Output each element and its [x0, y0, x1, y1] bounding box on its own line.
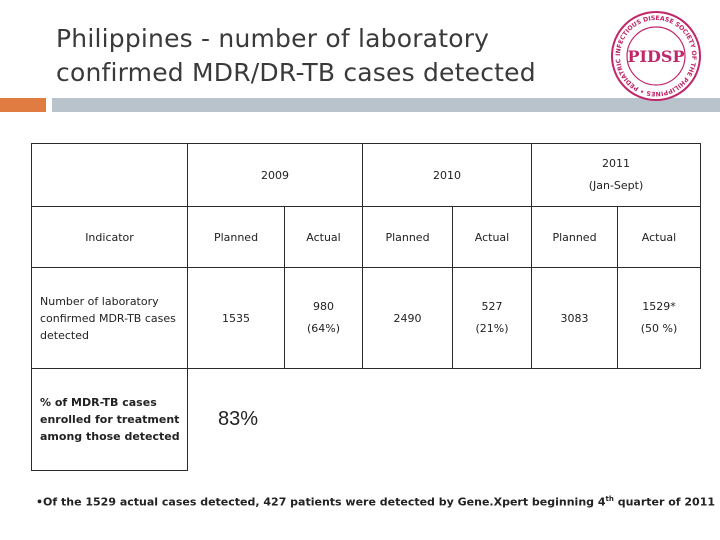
table-row: % of MDR-TB cases enrolled for treatment… [31, 368, 701, 471]
slide-title-line-2: confirmed MDR/DR-TB cases detected [56, 58, 536, 87]
corner-cell [31, 143, 188, 207]
year-2011-header: 2011 (Jan-Sept) [531, 143, 701, 207]
actual-2010-header: Actual [452, 206, 532, 268]
actual-2010-value: 527 [481, 300, 503, 313]
footnote-text: •Of the 1529 actual cases detected, 427 … [36, 495, 606, 509]
planned-2011-cell: 3083 [531, 267, 618, 369]
logo-center-text: PIDSP [628, 47, 685, 66]
actual-2011-percent: (50 %) [640, 322, 678, 335]
actual-2011-header: Actual [617, 206, 701, 268]
actual-2011-cell: 1529* (50 %) [617, 267, 701, 369]
indicator-enrolled-treatment: % of MDR-TB cases enrolled for treatment… [31, 368, 188, 471]
header-divider-band [52, 98, 720, 112]
footnote: •Of the 1529 actual cases detected, 427 … [36, 495, 715, 509]
enrolled-percent-cell: 83% [187, 368, 701, 471]
actual-2009-header: Actual [284, 206, 363, 268]
column-header-row: Indicator Planned Actual Planned Actual … [31, 206, 701, 268]
planned-2011-header: Planned [531, 206, 618, 268]
accent-band [0, 98, 46, 112]
indicator-label: Number of laboratory confirmed MDR-TB ca… [40, 294, 176, 342]
actual-2009-value: 980 [313, 300, 334, 313]
footnote-text-end: quarter of 2011 [613, 495, 716, 509]
actual-2009-percent: (64%) [306, 322, 341, 335]
planned-2009-cell: 1535 [187, 267, 285, 369]
indicator-header: Indicator [31, 206, 188, 268]
slide-title-line-1: Philippines - number of laboratory [56, 24, 490, 53]
actual-2009-cell: 980 (64%) [284, 267, 363, 369]
planned-2009-header: Planned [187, 206, 285, 268]
table-row: Number of laboratory confirmed MDR-TB ca… [31, 267, 701, 369]
year-2011-label: 2011 [602, 157, 630, 170]
indicator-label: % of MDR-TB cases enrolled for treatment… [40, 396, 180, 443]
year-header-row: 2009 2010 2011 (Jan-Sept) [31, 143, 701, 207]
planned-2010-cell: 2490 [362, 267, 453, 369]
year-2009-header: 2009 [187, 143, 363, 207]
actual-2011-value: 1529* [642, 300, 676, 313]
actual-2010-cell: 527 (21%) [452, 267, 532, 369]
pidsp-logo-icon: INFECTIOUS DISEASE SOCIETY OF THE PHILIP… [610, 10, 701, 101]
slide-title: Philippines - number of laboratory confi… [56, 22, 576, 90]
planned-2010-header: Planned [362, 206, 453, 268]
indicator-cases-detected: Number of laboratory confirmed MDR-TB ca… [31, 267, 188, 369]
footnote-superscript: th [605, 495, 614, 503]
year-2010-header: 2010 [362, 143, 532, 207]
mdr-tb-table: 2009 2010 2011 (Jan-Sept) Indicator Plan… [31, 143, 701, 471]
actual-2010-percent: (21%) [475, 322, 509, 335]
year-2011-period-label: (Jan-Sept) [588, 179, 644, 192]
